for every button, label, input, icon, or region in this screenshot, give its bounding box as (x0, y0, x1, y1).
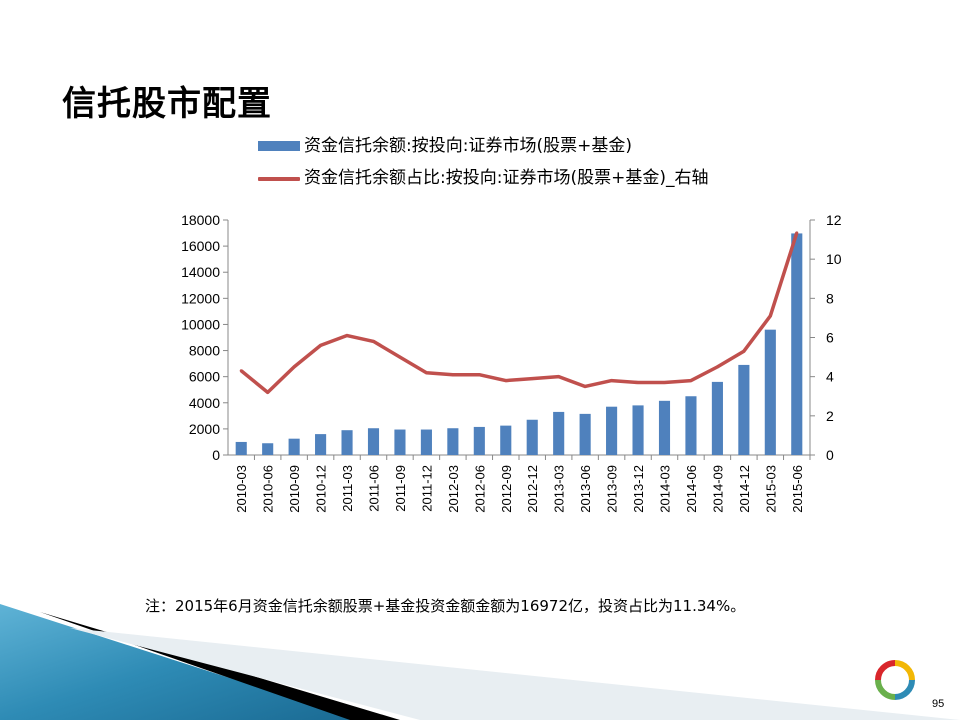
x-axis-tick-label: 2014-12 (737, 465, 752, 513)
left-axis-tick-label: 2000 (189, 421, 220, 437)
chart-line-point (768, 314, 772, 318)
legend-bar-swatch (258, 141, 300, 151)
right-axis-tick-label: 12 (826, 212, 842, 228)
chart-bar (711, 381, 723, 455)
chart-line-point (372, 339, 375, 343)
x-axis-tick-label: 2013-09 (605, 465, 620, 513)
right-axis-tick-label: 2 (826, 408, 834, 424)
chart-bar (738, 364, 750, 455)
chart-line-point (583, 384, 587, 388)
chart-bar (341, 430, 353, 455)
right-axis-tick-label: 8 (826, 290, 834, 306)
x-axis-tick-label: 2014-03 (658, 465, 673, 513)
chart-bar (420, 429, 432, 455)
right-axis-tick-label: 4 (826, 369, 834, 385)
chart-line-point (477, 373, 481, 377)
right-axis-tick-label: 0 (826, 447, 834, 463)
x-axis-tick-label: 2010-03 (234, 465, 249, 513)
x-axis-tick-label: 2012-03 (446, 465, 461, 513)
chart-line-point (689, 379, 693, 383)
x-axis-tick-label: 2013-03 (552, 465, 567, 513)
chart-bar (606, 406, 618, 455)
chart-bar (315, 434, 327, 455)
footnote: 注：2015年6月资金信托余额股票+基金投资金额金额为16972亿，投资占比为1… (145, 597, 746, 615)
chart-bar (473, 426, 485, 455)
x-axis-tick-label: 2015-06 (790, 465, 805, 513)
left-axis-tick-label: 18000 (181, 212, 220, 228)
chart-line-point (530, 377, 534, 381)
chart-bar (394, 429, 406, 455)
chart-line-point (292, 365, 296, 369)
legend-line-label: 资金信托余额占比:按投向:证券市场(股票+基金)_右轴 (304, 168, 709, 188)
x-axis-tick-label: 2012-09 (499, 465, 514, 513)
x-axis-tick-label: 2014-06 (684, 465, 699, 513)
x-axis-tick-label: 2012-06 (472, 465, 487, 513)
x-axis-tick-label: 2011-09 (393, 465, 408, 512)
x-axis-tick-label: 2010-12 (314, 465, 329, 513)
chart-bar (447, 428, 459, 455)
chart-line-point (636, 381, 640, 385)
chart-line-point (319, 343, 323, 347)
chart-bar (262, 443, 274, 455)
chart-line-point (504, 379, 508, 383)
chart-bar (526, 419, 538, 455)
left-axis-tick-label: 12000 (181, 290, 220, 306)
x-axis-tick-label: 2011-06 (367, 465, 382, 512)
chart-line-point (557, 375, 561, 379)
company-logo-icon (875, 660, 915, 700)
slide-title: 信托股市配置 (62, 84, 272, 124)
combo-chart: 0 2000 4000 6000 8000 10000 12000 14000 16000 180… (181, 212, 842, 513)
chart-line-point (451, 373, 455, 377)
right-axis-tick-label: 10 (826, 251, 842, 267)
left-axis-tick-label: 14000 (181, 264, 220, 280)
x-axis-tick-label: 2010-06 (261, 465, 276, 513)
chart-line-point (663, 381, 666, 385)
chart-bar (658, 400, 671, 455)
right-axis-tick-label: 6 (826, 330, 834, 346)
x-axis-tick-label: 2010-09 (287, 465, 302, 513)
x-axis-tick-label: 2012-12 (525, 465, 540, 513)
left-axis-tick-label: 0 (212, 447, 220, 463)
left-axis-tick-label: 8000 (189, 343, 220, 359)
chart-bar (367, 428, 380, 455)
chart-line-point (345, 334, 349, 338)
chart-bar (685, 396, 697, 455)
chart-bar (235, 441, 247, 455)
chart-bar (764, 329, 776, 455)
x-axis-tick-label: 2014-09 (710, 465, 725, 513)
legend-bar-label: 资金信托余额:按投向:证券市场(股票+基金) (304, 136, 632, 156)
legend-line-swatch (258, 177, 300, 181)
chart-line-point (398, 355, 402, 359)
x-axis-tick-label: 2013-12 (631, 465, 646, 513)
chart-line-point (239, 369, 243, 373)
page-number: 95 (932, 698, 945, 710)
left-axis-tick-label: 16000 (181, 238, 220, 254)
chart-line-point (715, 365, 719, 369)
chart-line-series (240, 232, 799, 395)
chart-bar (288, 438, 300, 455)
chart-line-point (742, 349, 746, 353)
chart-line-point (266, 390, 270, 394)
chart-bar (791, 233, 803, 455)
chart-line-point (424, 371, 428, 375)
light-swoosh-shape (70, 628, 960, 720)
x-axis-tick-label: 2011-03 (340, 465, 355, 512)
chart-bar (632, 405, 644, 455)
x-axis-tick-label: 2015-03 (763, 465, 778, 513)
x-axis-tick-label: 2013-06 (578, 465, 593, 513)
left-axis-tick-label: 4000 (189, 395, 220, 411)
chart-bar (579, 413, 591, 455)
chart-bar (500, 425, 512, 455)
chart-line-point (795, 231, 799, 235)
chart-bar (553, 411, 565, 455)
left-axis-tick-label: 6000 (189, 369, 220, 385)
x-axis-tick-label: 2011-12 (419, 465, 434, 512)
chart-line-point (610, 379, 614, 383)
left-axis-tick-label: 10000 (181, 316, 220, 332)
